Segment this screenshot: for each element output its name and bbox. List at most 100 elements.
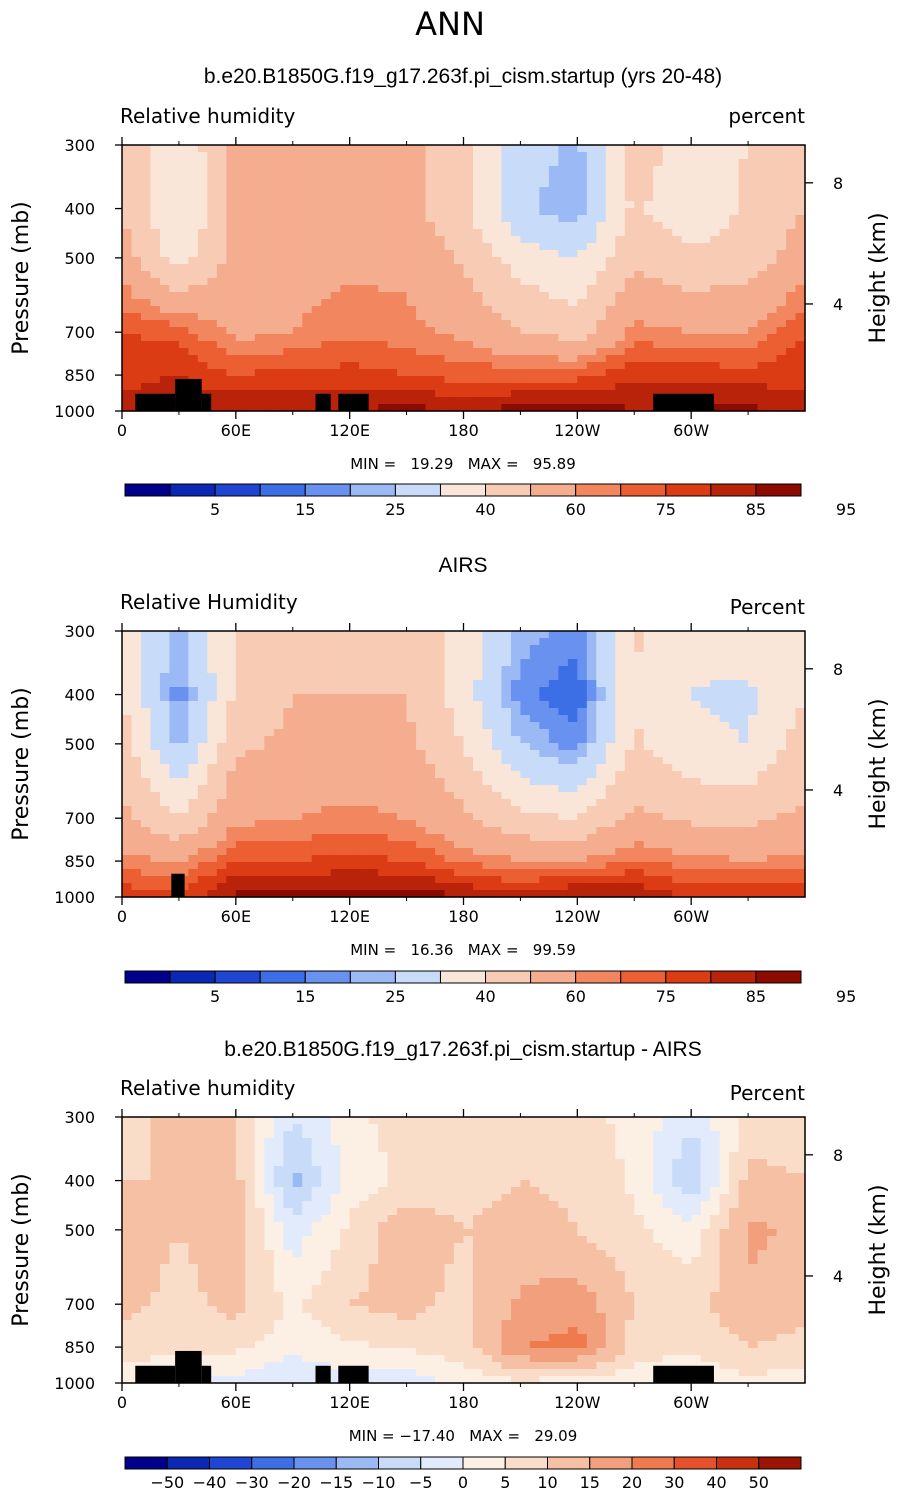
contour-cell: [188, 208, 199, 216]
contour-cell: [596, 701, 607, 709]
contour-cell: [340, 285, 351, 293]
contour-cell: [567, 645, 578, 653]
contour-cell: [586, 820, 597, 828]
contour-cell: [653, 194, 664, 202]
contour-cell: [672, 201, 683, 209]
contour-cell: [596, 666, 607, 674]
contour-cell: [387, 201, 398, 209]
contour-cell: [700, 250, 711, 258]
contour-cell: [254, 729, 265, 737]
contour-cell: [444, 827, 455, 835]
contour-cell: [567, 376, 578, 384]
contour-cell: [748, 813, 759, 821]
contour-cell: [273, 736, 284, 744]
contour-cell: [482, 222, 493, 230]
contour-cell: [520, 722, 531, 730]
contour-cell: [586, 631, 597, 639]
contour-cell: [748, 180, 759, 188]
contour-cell: [406, 243, 417, 251]
contour-cell: [216, 404, 227, 412]
contour-cell: [216, 771, 227, 779]
contour-cell: [140, 680, 152, 688]
contour-cell: [605, 180, 616, 188]
contour-cell: [586, 785, 597, 793]
contour-cell: [558, 159, 569, 167]
contour-cell: [748, 638, 759, 646]
contour-cell: [529, 771, 540, 779]
contour-cell: [539, 320, 550, 328]
contour-cell: [482, 236, 493, 244]
contour-cell: [159, 166, 171, 174]
contour-cell: [596, 229, 607, 237]
contour-cell: [359, 652, 370, 660]
contour-cell: [700, 813, 711, 821]
contour-cell: [159, 806, 171, 814]
contour-cell: [643, 827, 654, 835]
contour-cell: [653, 285, 664, 293]
contour-cell: [586, 313, 597, 321]
contour-cell: [368, 638, 379, 646]
contour-cell: [416, 799, 427, 807]
contour-cell: [435, 666, 446, 674]
contour-cell: [700, 313, 711, 321]
contour-cell: [767, 285, 778, 293]
contour-cell: [131, 680, 142, 688]
contour-cell: [302, 736, 313, 744]
contour-cell: [520, 201, 531, 209]
contour-cell: [738, 750, 749, 758]
contour-cell: [340, 638, 351, 646]
contour-cell: [349, 194, 360, 202]
contour-cell: [292, 680, 303, 688]
contour-cell: [577, 152, 588, 160]
contour-cell: [321, 799, 332, 807]
contour-cell: [472, 180, 484, 188]
contour-cell: [216, 278, 227, 286]
contour-cell: [786, 320, 797, 328]
contour-cell: [529, 362, 540, 370]
contour-cell: [491, 750, 503, 758]
contour-cell: [491, 187, 503, 195]
contour-cell: [691, 785, 702, 793]
contour-cell: [311, 652, 322, 660]
contour-cell: [548, 404, 559, 412]
contour-cell: [482, 166, 493, 174]
contour-cell: [140, 145, 152, 153]
contour-cell: [226, 827, 237, 835]
contour-cell: [159, 841, 171, 849]
contour-cell: [321, 313, 332, 321]
contour-cell: [596, 792, 607, 800]
contour-cell: [529, 757, 540, 765]
contour-cell: [368, 194, 379, 202]
contour-cell: [273, 806, 284, 814]
contour-cell: [558, 750, 569, 758]
contour-cell: [558, 680, 569, 688]
contour-cell: [283, 292, 294, 300]
contour-cell: [767, 236, 778, 244]
contour-cell: [197, 785, 208, 793]
contour-cell: [672, 166, 683, 174]
contour-cell: [397, 799, 408, 807]
contour-cell: [368, 243, 379, 251]
contour-cell: [605, 229, 616, 237]
contour-cell: [425, 652, 436, 660]
contour-cell: [330, 694, 341, 702]
contour-cell: [463, 208, 474, 216]
contour-cell: [254, 271, 265, 279]
contour-cell: [397, 764, 408, 772]
contour-cell: [586, 383, 597, 391]
contour-cell: [444, 404, 455, 412]
contour-cell: [349, 236, 360, 244]
contour-cell: [378, 327, 389, 335]
contour-cell: [719, 673, 730, 681]
contour-cell: [159, 827, 171, 835]
contour-cell: [520, 764, 531, 772]
contour-cell: [615, 750, 626, 758]
contour-cell: [159, 376, 171, 384]
contour-cell: [786, 722, 797, 730]
contour-cell: [150, 827, 161, 835]
contour-cell: [368, 383, 379, 391]
contour-cell: [615, 341, 626, 349]
contour-cell: [729, 159, 740, 167]
contour-cell: [643, 250, 654, 258]
contour-cell: [691, 348, 702, 356]
